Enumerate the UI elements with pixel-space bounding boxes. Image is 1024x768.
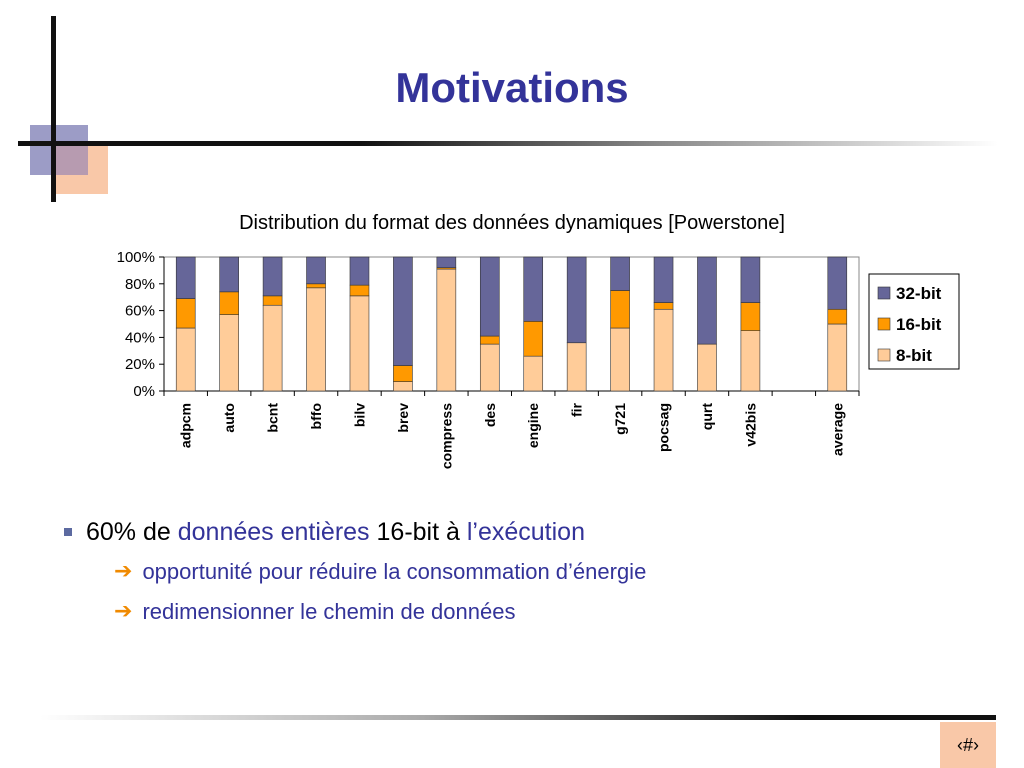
x-tick-label: adpcm <box>178 403 194 448</box>
bullet-main-middle: 16-bit à <box>369 518 467 546</box>
x-tick-label: auto <box>221 403 237 433</box>
x-tick-label: g721 <box>612 403 628 435</box>
bar-segment-8-bit-bilv <box>349 295 370 392</box>
bar-segment-32-bit-brev <box>393 256 413 366</box>
decor-footer-line <box>40 715 996 720</box>
bullet-main-highlight2: l’exécution <box>466 518 585 546</box>
x-tick-label: fir <box>569 402 585 417</box>
bar-segment-16-bit-bilv <box>349 284 370 297</box>
legend-label: 8-bit <box>896 346 932 365</box>
bar-segment-16-bit-engine <box>523 321 544 357</box>
bar-segment-32-bit-auto <box>219 256 239 293</box>
x-tick-label: pocsag <box>656 403 672 452</box>
bullet-main-prefix: 60% de <box>86 518 178 546</box>
arrow-right-icon: ➔ <box>114 559 133 584</box>
bullet-sub-2: ➔ redimensionner le chemin de données <box>114 592 962 632</box>
bar-segment-16-bit-v42bis <box>740 302 761 332</box>
legend-swatch <box>877 286 891 300</box>
bar-segment-8-bit-engine <box>523 355 544 392</box>
x-tick-label: des <box>482 403 498 427</box>
bar-segment-8-bit-fir <box>566 342 587 392</box>
square-bullet-icon <box>64 528 72 536</box>
slide-title: Motivations <box>395 64 629 111</box>
bullet-sub-2-text: redimensionner le chemin de données <box>142 599 516 624</box>
bar-segment-8-bit-qurt <box>697 343 717 392</box>
bar-segment-32-bit-g721 <box>610 256 630 291</box>
bar-segment-8-bit-des <box>479 343 500 392</box>
bar-segment-16-bit-average <box>827 308 848 325</box>
bar-segment-8-bit-compress <box>436 268 457 392</box>
bullet-list: 60% de données entières 16-bit à l’exécu… <box>62 512 962 632</box>
bar-segment-16-bit-bffo <box>306 283 326 289</box>
legend-swatch <box>877 317 891 331</box>
decor-square-overlap <box>56 146 88 175</box>
bullet-sub-1: ➔ opportunité pour réduire la consommati… <box>114 552 962 592</box>
bar-segment-32-bit-bcnt <box>262 256 283 297</box>
x-tick-label: compress <box>438 403 454 469</box>
bar-segment-32-bit-adpcm <box>175 256 196 299</box>
bar-segment-16-bit-g721 <box>610 290 630 329</box>
decor-vertical-line <box>51 16 56 202</box>
x-tick-label: brev <box>395 403 411 433</box>
legend-label: 16-bit <box>896 315 942 334</box>
bar-segment-32-bit-qurt <box>697 256 717 345</box>
x-tick-label: bilv <box>351 403 367 427</box>
bar-segment-16-bit-pocsag <box>653 302 674 310</box>
x-tick-label: engine <box>525 403 541 448</box>
y-tick-label: 100% <box>117 249 155 266</box>
x-tick-label: v42bis <box>742 403 758 447</box>
bar-segment-8-bit-average <box>827 323 848 392</box>
bar-segment-32-bit-bilv <box>349 256 370 286</box>
bar-segment-32-bit-des <box>479 256 500 337</box>
y-tick-label: 60% <box>125 303 155 320</box>
bar-segment-32-bit-v42bis <box>740 256 761 303</box>
bullet-main: 60% de données entières 16-bit à l’exécu… <box>62 512 962 552</box>
bar-segment-16-bit-adpcm <box>175 298 196 329</box>
bar-segment-32-bit-bffo <box>306 256 326 285</box>
bar-segment-32-bit-compress <box>436 256 457 269</box>
legend-label: 32-bit <box>896 284 942 303</box>
bar-segment-32-bit-engine <box>523 256 544 322</box>
bar-segment-8-bit-bffo <box>306 287 326 392</box>
y-tick-label: 40% <box>125 329 155 346</box>
bar-segment-8-bit-g721 <box>610 327 630 392</box>
bar-segment-8-bit-brev <box>393 381 413 392</box>
bar-segment-16-bit-des <box>479 335 500 345</box>
x-tick-label: qurt <box>699 403 715 431</box>
y-tick-label: 0% <box>133 383 155 400</box>
bar-segment-32-bit-average <box>827 256 848 310</box>
bullet-main-highlight: données entières <box>177 518 370 546</box>
bar-segment-8-bit-bcnt <box>262 304 283 392</box>
y-tick-label: 80% <box>125 276 155 293</box>
x-tick-label: average <box>829 403 845 456</box>
y-tick-label: 20% <box>125 356 155 373</box>
x-tick-label: bffo <box>308 403 324 429</box>
chart-title: Distribution du format des données dynam… <box>239 212 785 234</box>
bar-segment-16-bit-brev <box>393 365 413 382</box>
arrow-right-icon: ➔ <box>114 599 133 624</box>
bar-segment-8-bit-auto <box>219 314 239 392</box>
legend-swatch <box>877 348 891 362</box>
page-number: ‹#› <box>940 722 996 768</box>
bullet-sub-1-text: opportunité pour réduire la consommation… <box>142 559 647 584</box>
bar-segment-8-bit-adpcm <box>175 327 196 392</box>
bar-segment-8-bit-pocsag <box>653 308 674 392</box>
bar-segment-8-bit-v42bis <box>740 330 761 392</box>
bar-segment-32-bit-fir <box>566 256 587 344</box>
x-tick-label: bcnt <box>265 403 281 433</box>
decor-horizontal-line <box>18 141 998 146</box>
stacked-bar-chart: 0% 20% 40% 60% 80% 100% adpcm auto bcnt bffo bilv b… <box>117 249 960 469</box>
bar-segment-16-bit-auto <box>219 291 239 315</box>
bar-segment-16-bit-bcnt <box>262 295 283 306</box>
bar-segment-32-bit-pocsag <box>653 256 674 303</box>
